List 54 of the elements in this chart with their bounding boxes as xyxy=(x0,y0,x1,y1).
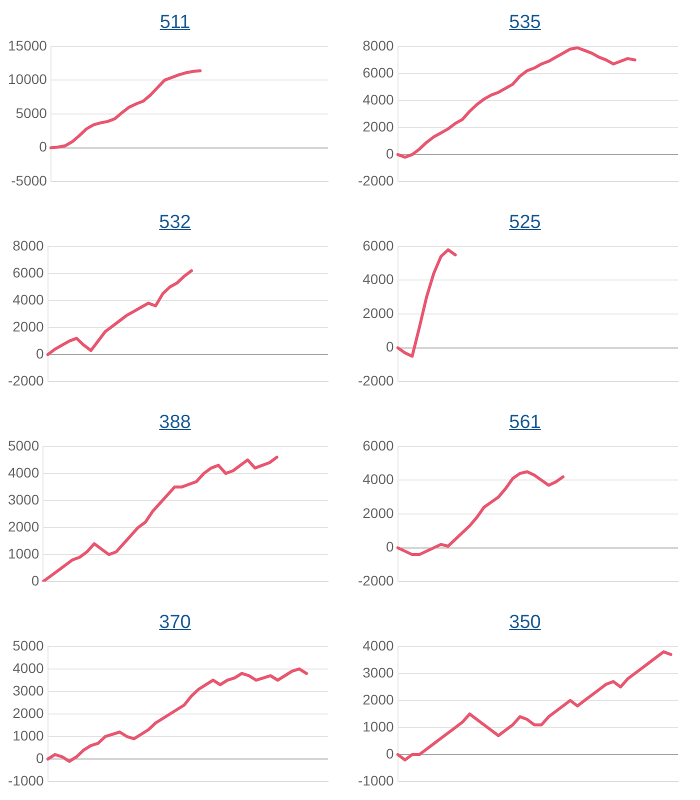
y-tick-label: 2000 xyxy=(12,704,44,721)
y-tick-label: 0 xyxy=(386,145,394,162)
y-tick-label: 5000 xyxy=(8,437,40,454)
chart-title: 350 xyxy=(508,611,542,634)
y-tick-label: 0 xyxy=(31,572,40,588)
y-tick-label: 0 xyxy=(36,750,44,766)
y-tick-label: 6000 xyxy=(12,264,44,280)
y-tick-label: -2000 xyxy=(8,372,44,388)
chart-title: 511 xyxy=(158,11,192,34)
y-tick-label: 4000 xyxy=(12,291,44,308)
y-tick-label: 4000 xyxy=(362,637,394,654)
y-tick-label: 4000 xyxy=(362,471,394,488)
y-tick-label: 2000 xyxy=(12,318,44,334)
y-tick-label: 0 xyxy=(386,338,394,355)
y-tick-label: 4000 xyxy=(12,660,44,676)
y-tick-label: 0 xyxy=(386,538,394,555)
y-tick-label: 2000 xyxy=(362,691,394,708)
y-tick-label: 15000 xyxy=(8,37,48,54)
y-tick-label: 10000 xyxy=(8,71,48,88)
y-tick-label: 5000 xyxy=(12,637,44,654)
y-tick-label: 3000 xyxy=(362,664,394,680)
y-tick-label: 6000 xyxy=(362,437,394,454)
y-tick-label: 6000 xyxy=(362,64,394,80)
y-tick-label: 6000 xyxy=(362,237,394,254)
y-tick-label: -1000 xyxy=(8,772,44,788)
y-tick-label: 2000 xyxy=(362,304,394,321)
y-tick-label: 3000 xyxy=(12,682,44,698)
y-tick-label: 0 xyxy=(36,345,44,362)
y-tick-label: 5000 xyxy=(16,104,48,121)
y-tick-label: 4000 xyxy=(362,271,394,288)
y-tick-label: 4000 xyxy=(8,464,40,480)
chart-title: 535 xyxy=(508,11,542,34)
chart-title: 388 xyxy=(158,411,192,434)
y-tick-label: -5000 xyxy=(11,172,48,188)
y-tick-label: 2000 xyxy=(362,118,394,134)
y-tick-label: -2000 xyxy=(358,172,394,188)
y-tick-label: 0 xyxy=(39,138,48,155)
y-tick-label: 2000 xyxy=(362,504,394,521)
y-tick-label: -2000 xyxy=(358,372,394,388)
y-tick-label: 4000 xyxy=(362,91,394,108)
y-tick-label: 2000 xyxy=(8,518,40,534)
y-tick-label: -2000 xyxy=(358,572,394,588)
y-tick-label: 1000 xyxy=(362,718,394,734)
chart-title: 561 xyxy=(508,411,542,434)
y-tick-label: 1000 xyxy=(8,545,40,562)
y-tick-label: 8000 xyxy=(12,237,44,254)
chart-title: 370 xyxy=(158,611,192,634)
y-tick-label: 1000 xyxy=(12,727,44,744)
y-tick-label: 3000 xyxy=(8,491,40,508)
chart-title: 525 xyxy=(508,211,542,234)
chart-title: 532 xyxy=(158,211,192,234)
y-tick-label: 8000 xyxy=(362,37,394,54)
y-tick-label: 0 xyxy=(386,745,394,762)
y-tick-label: -1000 xyxy=(358,772,394,788)
